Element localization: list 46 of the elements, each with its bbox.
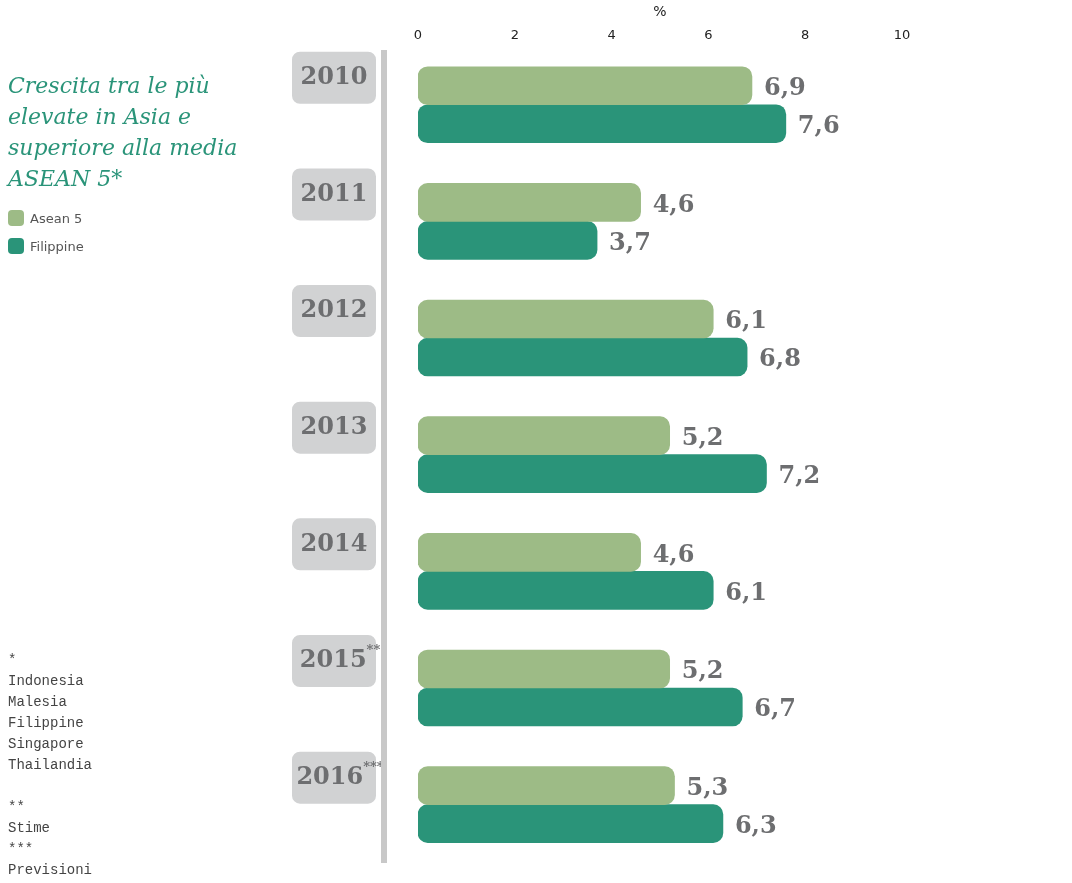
bar: [418, 299, 714, 339]
text: * Indonesia Malesia Filippine Singapore Thailandia: [8, 651, 93, 775]
bar: [418, 66, 753, 106]
data-label: 6,1: [725, 305, 768, 335]
bar: [418, 337, 748, 377]
y-tick-label: 2012: [300, 294, 368, 324]
data-label: 3,7: [609, 226, 651, 256]
data-label: 5,2: [681, 655, 724, 685]
bar: [418, 804, 724, 843]
bar: [418, 183, 641, 222]
bar: [418, 533, 641, 572]
x-tick-label: 2: [510, 26, 519, 42]
data-label: 5,3: [686, 771, 729, 801]
bar: [418, 766, 675, 805]
text: ** Stime *** Previsioni: [8, 798, 93, 880]
x-tick-label: 4: [607, 26, 616, 42]
x-tick-label: 0: [413, 26, 423, 42]
bar: [418, 221, 598, 260]
bar: [418, 416, 671, 456]
data-label: 4,6: [652, 538, 695, 568]
data-label: 5,2: [681, 421, 724, 451]
x-tick-label: 6: [704, 26, 713, 42]
x-tick-label: 10: [893, 26, 911, 42]
data-label: 7,2: [778, 459, 821, 489]
bar: [418, 454, 767, 494]
y-tick-label: 2011: [300, 177, 368, 207]
data-label: 6,3: [734, 809, 777, 839]
legend-label: Filippine: [30, 238, 84, 254]
y-tick-label: 2010: [300, 60, 368, 90]
y-tick-label: 2013: [300, 410, 368, 440]
bar: [418, 687, 743, 727]
x-tick-label: 8: [801, 26, 810, 42]
data-label: 7,6: [797, 109, 840, 139]
data-label: 4,6: [652, 188, 695, 218]
bar: [418, 104, 787, 144]
data-label: 6,7: [754, 693, 797, 723]
y-tick-label: 2015**: [299, 642, 381, 674]
x-axis-title: %: [653, 3, 667, 20]
text: Crescita tra le più elevate in Asia e superiore alla media ASEAN 5*: [8, 72, 239, 193]
bar: [418, 649, 671, 689]
data-label: 6,8: [759, 343, 801, 373]
bar: [418, 571, 714, 610]
data-label: 6,9: [763, 71, 806, 101]
legend-label: Asean 5: [30, 210, 83, 226]
y-tick-label: 2014: [300, 527, 368, 557]
data-label: 6,1: [725, 576, 768, 606]
